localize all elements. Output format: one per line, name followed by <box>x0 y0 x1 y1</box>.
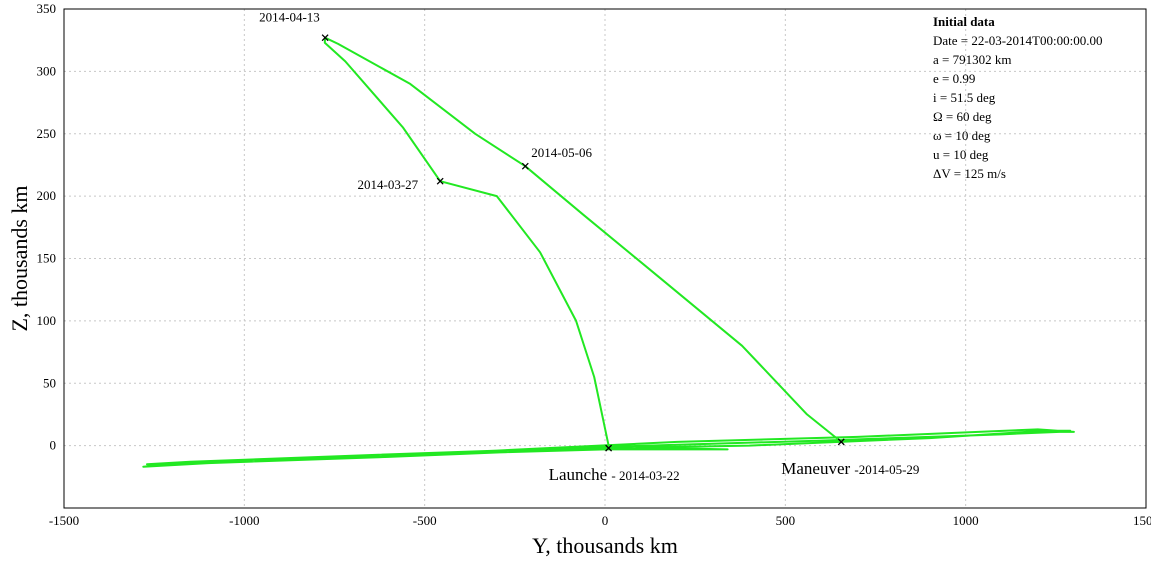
marker-label: Launche - 2014-03-22 <box>549 465 680 484</box>
date-markers: 2014-04-13 2014-05-06 2014-03-27 Launche - … <box>259 10 919 484</box>
x-tick-label: 0 <box>602 513 609 528</box>
y-tick-label: 100 <box>37 313 57 328</box>
info-line: ω = 10 deg <box>933 128 991 143</box>
info-line: ΔV = 125 m/s <box>933 166 1006 181</box>
y-tick-label: 50 <box>43 375 56 390</box>
x-tick-label: 500 <box>776 513 796 528</box>
marker-cross <box>837 438 845 446</box>
info-line: u = 10 deg <box>933 147 989 162</box>
x-tick-label: -1000 <box>229 513 259 528</box>
y-axis-title: Z, thousands km <box>7 185 32 331</box>
trajectory-line <box>142 36 1075 468</box>
y-tick-label: 0 <box>50 438 57 453</box>
marker-cross <box>521 162 529 170</box>
marker-label: 2014-03-27 <box>358 177 419 192</box>
marker-date: -2014-05-29 <box>854 462 919 477</box>
date-marker: 2014-05-06 <box>521 145 592 170</box>
y-tick-label: 300 <box>37 63 57 78</box>
info-title: Initial data <box>933 14 995 29</box>
date-marker: Launche - 2014-03-22 <box>549 444 680 484</box>
info-line: Ω = 60 deg <box>933 109 992 124</box>
info-line: i = 51.5 deg <box>933 90 996 105</box>
x-tick-label: -1500 <box>49 513 79 528</box>
x-axis-title: Y, thousands km <box>532 533 678 558</box>
marker-cross <box>605 444 613 452</box>
y-tick-label: 350 <box>37 1 57 16</box>
marker-label: Maneuver -2014-05-29 <box>781 459 919 478</box>
plot-frame <box>63 8 1147 509</box>
y-tick-label: 200 <box>37 188 57 203</box>
y-tick-label: 150 <box>37 251 57 266</box>
marker-cross <box>436 177 444 185</box>
marker-label: 2014-04-13 <box>259 10 320 25</box>
y-tick-label: 250 <box>37 126 57 141</box>
x-tick-label: -500 <box>413 513 437 528</box>
x-tick-label: 1500 <box>1133 513 1151 528</box>
date-marker: Maneuver -2014-05-29 <box>781 438 919 478</box>
marker-cross <box>321 34 329 42</box>
info-line: Date = 22-03-2014T00:00:00.00 <box>933 33 1102 48</box>
initial-data-box: Initial data Date = 22-03-2014T00:00:00.… <box>933 14 1102 181</box>
x-tick-label: 1000 <box>953 513 979 528</box>
date-marker: 2014-04-13 <box>259 10 329 42</box>
tick-labels: -1500 -1000 -500 0 500 1000 1500 0 50 100 150 200 25… <box>37 1 1151 528</box>
info-line: a = 791302 km <box>933 52 1011 67</box>
date-marker: 2014-03-27 <box>358 177 444 192</box>
marker-date: - 2014-03-22 <box>611 468 679 483</box>
marker-label: 2014-05-06 <box>531 145 592 160</box>
info-line: e = 0.99 <box>933 71 975 86</box>
